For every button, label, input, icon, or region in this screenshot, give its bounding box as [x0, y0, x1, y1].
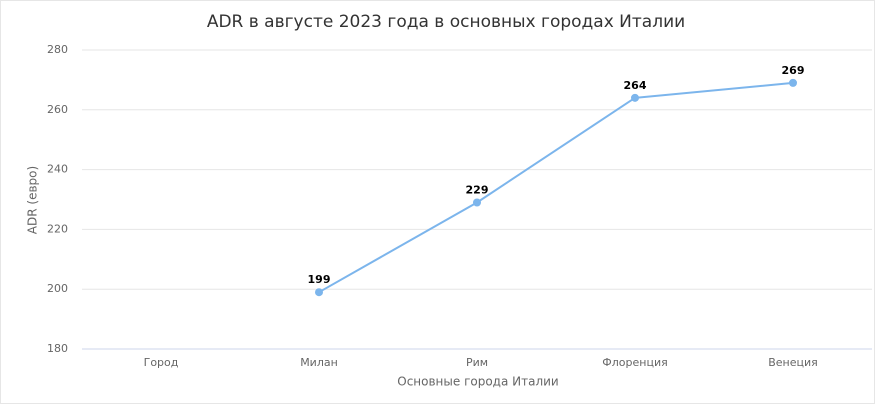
- y-tick-label: 280: [47, 43, 68, 56]
- y-tick-label: 220: [47, 222, 68, 235]
- y-tick-label: 240: [47, 163, 68, 176]
- x-tick-label: Флоренция: [602, 356, 667, 369]
- x-tick-label: Милан: [300, 356, 338, 369]
- x-tick-label: Город: [144, 356, 179, 369]
- data-label: 264: [624, 79, 647, 92]
- y-tick-label: 180: [47, 342, 68, 355]
- y-axis-title: ADR (евро): [26, 166, 40, 234]
- point: [315, 288, 323, 297]
- y-tick-label: 260: [47, 103, 68, 116]
- data-label: 229: [466, 183, 489, 196]
- x-tick-label: Венеция: [768, 356, 818, 369]
- chart-title: ADR в августе 2023 года в основных город…: [207, 12, 685, 32]
- x-tick-label: Рим: [466, 356, 488, 369]
- x-axis-title: Основные города Италии: [397, 375, 558, 389]
- line: [318, 81, 794, 294]
- point: [473, 198, 481, 207]
- data-label: 199: [308, 273, 331, 286]
- y-tick-label: 200: [47, 282, 68, 295]
- chart-frame: [0, 0, 875, 404]
- point: [631, 93, 639, 102]
- point: [789, 78, 797, 87]
- data-label: 269: [782, 64, 805, 77]
